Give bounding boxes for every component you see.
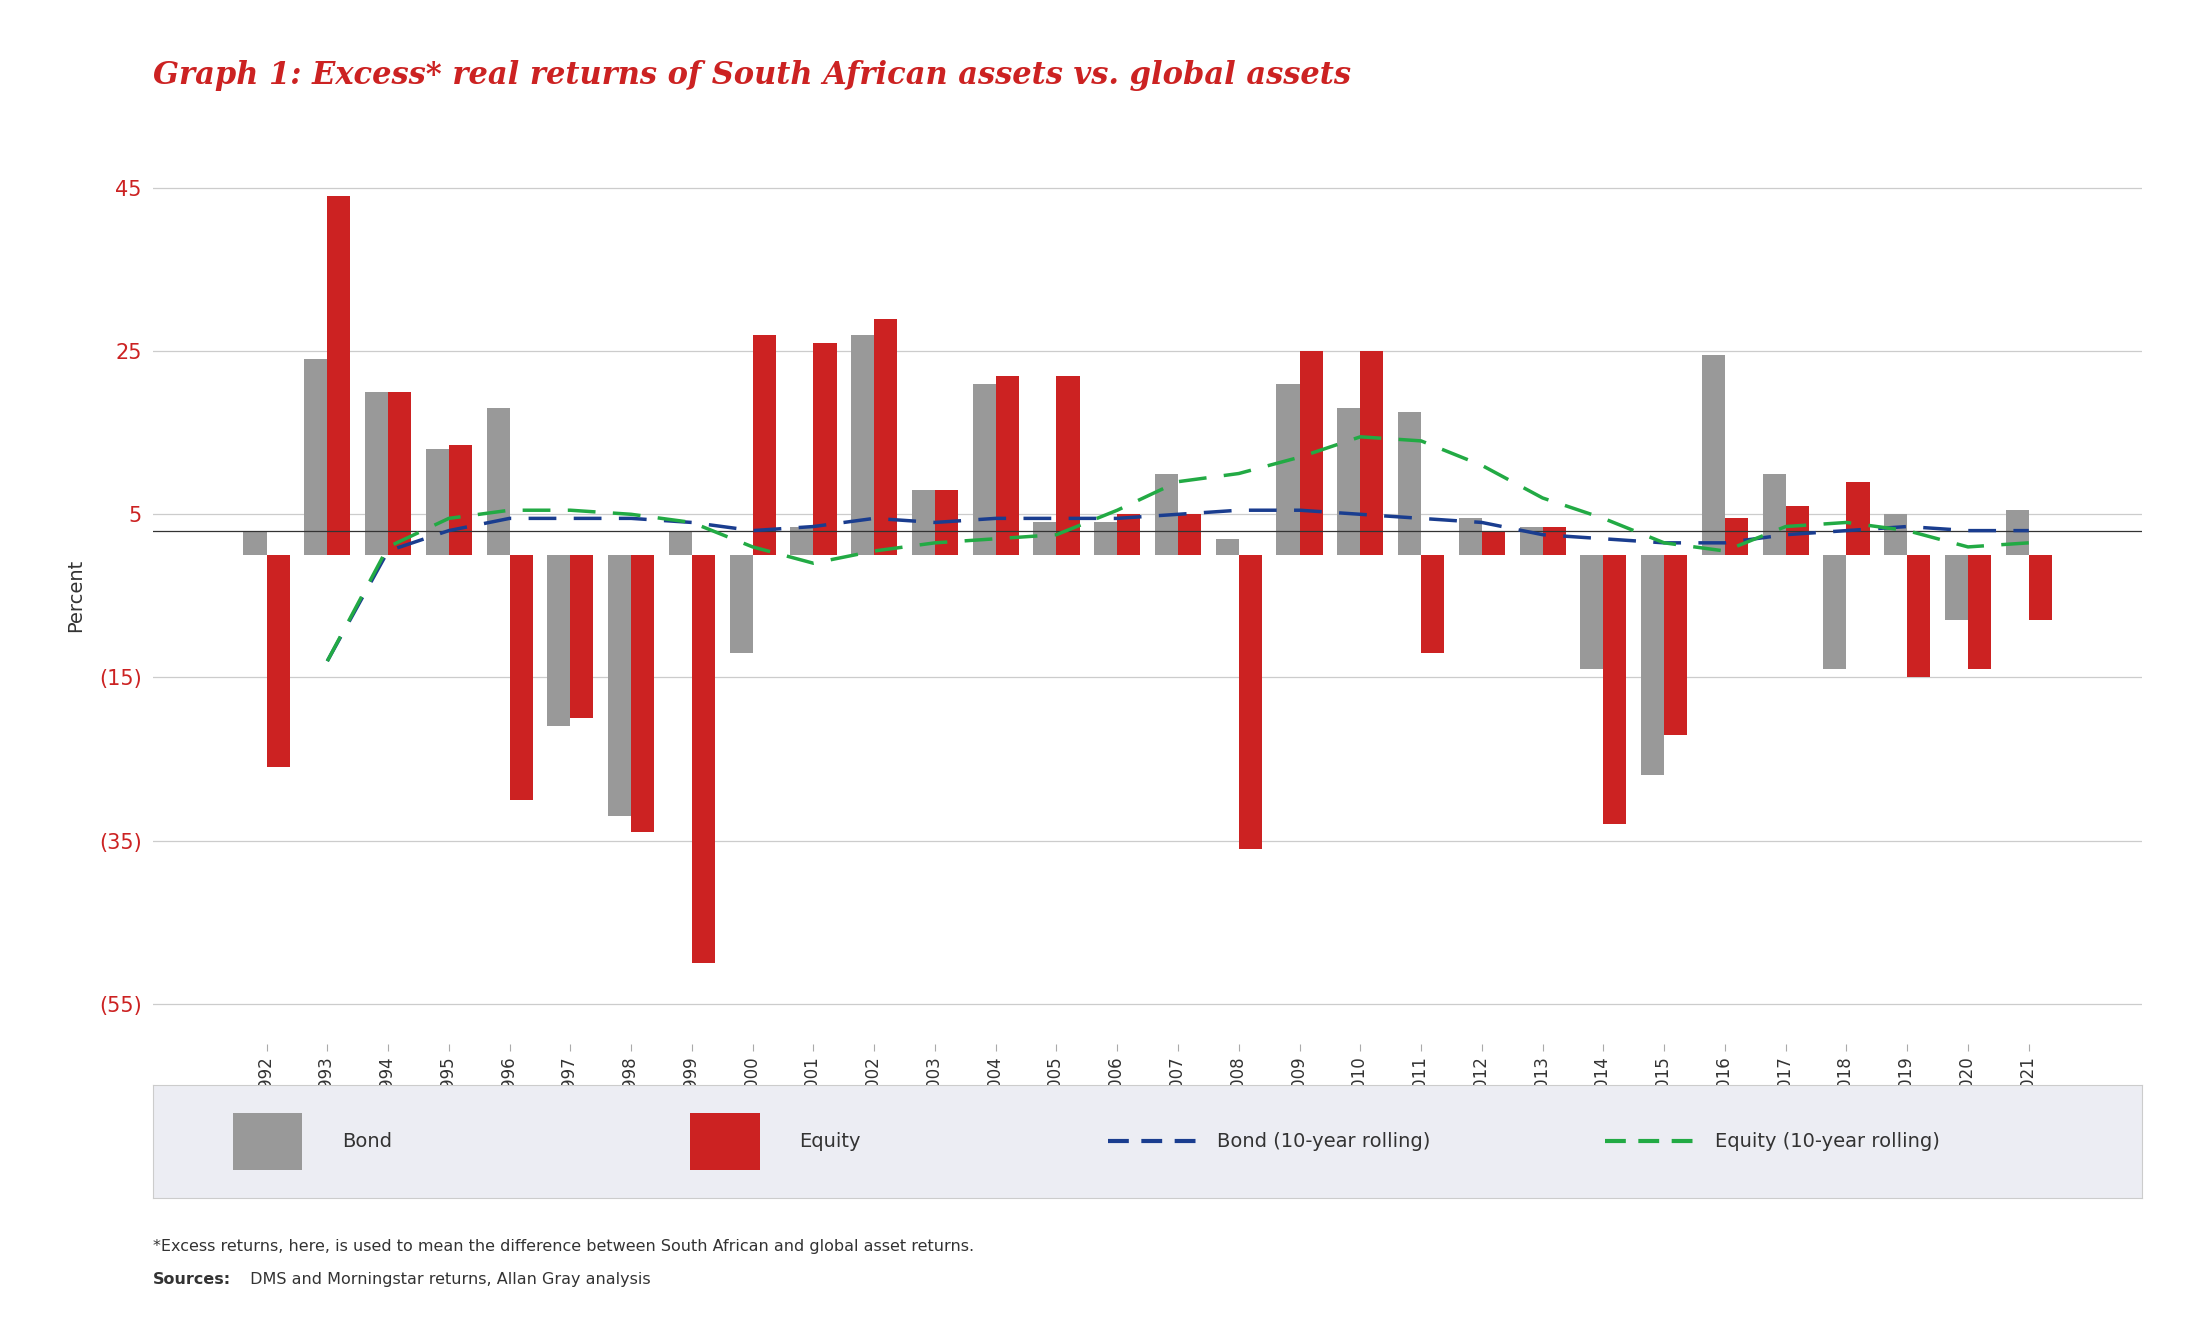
Bar <box>1034 522 1056 556</box>
Bar <box>1458 518 1482 556</box>
Y-axis label: Percent: Percent <box>66 560 85 632</box>
Bar <box>1725 518 1749 556</box>
Bar <box>1095 522 1117 556</box>
Bar <box>487 408 509 556</box>
Bar <box>912 490 936 556</box>
Bar <box>1154 474 1178 556</box>
Bar <box>691 1113 761 1170</box>
Bar <box>267 556 289 767</box>
Bar <box>1967 556 1991 670</box>
Bar <box>997 376 1019 556</box>
Bar <box>1117 514 1141 556</box>
Bar <box>1884 514 1906 556</box>
Bar <box>1421 556 1445 653</box>
Bar <box>874 319 896 556</box>
Text: DMS and Morningstar returns, Allan Gray analysis: DMS and Morningstar returns, Allan Gray … <box>245 1272 651 1287</box>
Bar <box>1277 384 1298 556</box>
Bar <box>791 526 813 556</box>
Bar <box>1823 556 1847 670</box>
Bar <box>669 530 693 556</box>
Bar <box>1786 506 1808 556</box>
Bar <box>850 335 874 556</box>
Bar <box>1906 556 1930 678</box>
Bar <box>1360 351 1384 556</box>
Bar <box>426 449 448 556</box>
Bar <box>232 1113 302 1170</box>
Bar <box>304 359 328 556</box>
Bar <box>1580 556 1602 670</box>
Text: Sources:: Sources: <box>153 1272 232 1287</box>
Bar <box>973 384 997 556</box>
Text: Graph 1: Excess* real returns of South African assets vs. global assets: Graph 1: Excess* real returns of South A… <box>153 60 1351 91</box>
Bar <box>1519 526 1543 556</box>
Bar <box>243 530 267 556</box>
Bar <box>730 556 752 653</box>
Bar <box>1703 355 1725 556</box>
Bar <box>1602 556 1626 825</box>
Bar <box>1178 514 1200 556</box>
Bar <box>509 556 533 799</box>
Bar <box>1215 538 1239 556</box>
Bar <box>2007 510 2029 556</box>
Bar <box>693 556 715 963</box>
Text: Equity: Equity <box>800 1131 861 1152</box>
Bar <box>608 556 632 815</box>
Bar <box>448 445 472 556</box>
Text: Bond (10-year rolling): Bond (10-year rolling) <box>1218 1131 1430 1152</box>
Bar <box>546 556 571 726</box>
Bar <box>1239 556 1261 849</box>
Bar <box>1056 376 1080 556</box>
Bar <box>571 556 592 718</box>
Bar <box>389 392 411 556</box>
Text: Equity (10-year rolling): Equity (10-year rolling) <box>1714 1131 1939 1152</box>
Text: Bond: Bond <box>341 1131 391 1152</box>
Bar <box>328 197 350 556</box>
Bar <box>1664 556 1688 735</box>
Bar <box>2029 556 2053 620</box>
Bar <box>1338 408 1360 556</box>
Bar <box>1482 530 1504 556</box>
Bar <box>1847 482 1869 556</box>
Bar <box>1399 412 1421 556</box>
Text: *Excess returns, here, is used to mean the difference between South African and : *Excess returns, here, is used to mean t… <box>153 1239 975 1253</box>
Bar <box>632 556 654 833</box>
Bar <box>813 343 837 556</box>
Bar <box>365 392 389 556</box>
Bar <box>1298 351 1323 556</box>
Bar <box>1642 556 1664 775</box>
Bar <box>752 335 776 556</box>
Bar <box>1762 474 1786 556</box>
Bar <box>936 490 957 556</box>
Bar <box>1543 526 1565 556</box>
Bar <box>1946 556 1967 620</box>
